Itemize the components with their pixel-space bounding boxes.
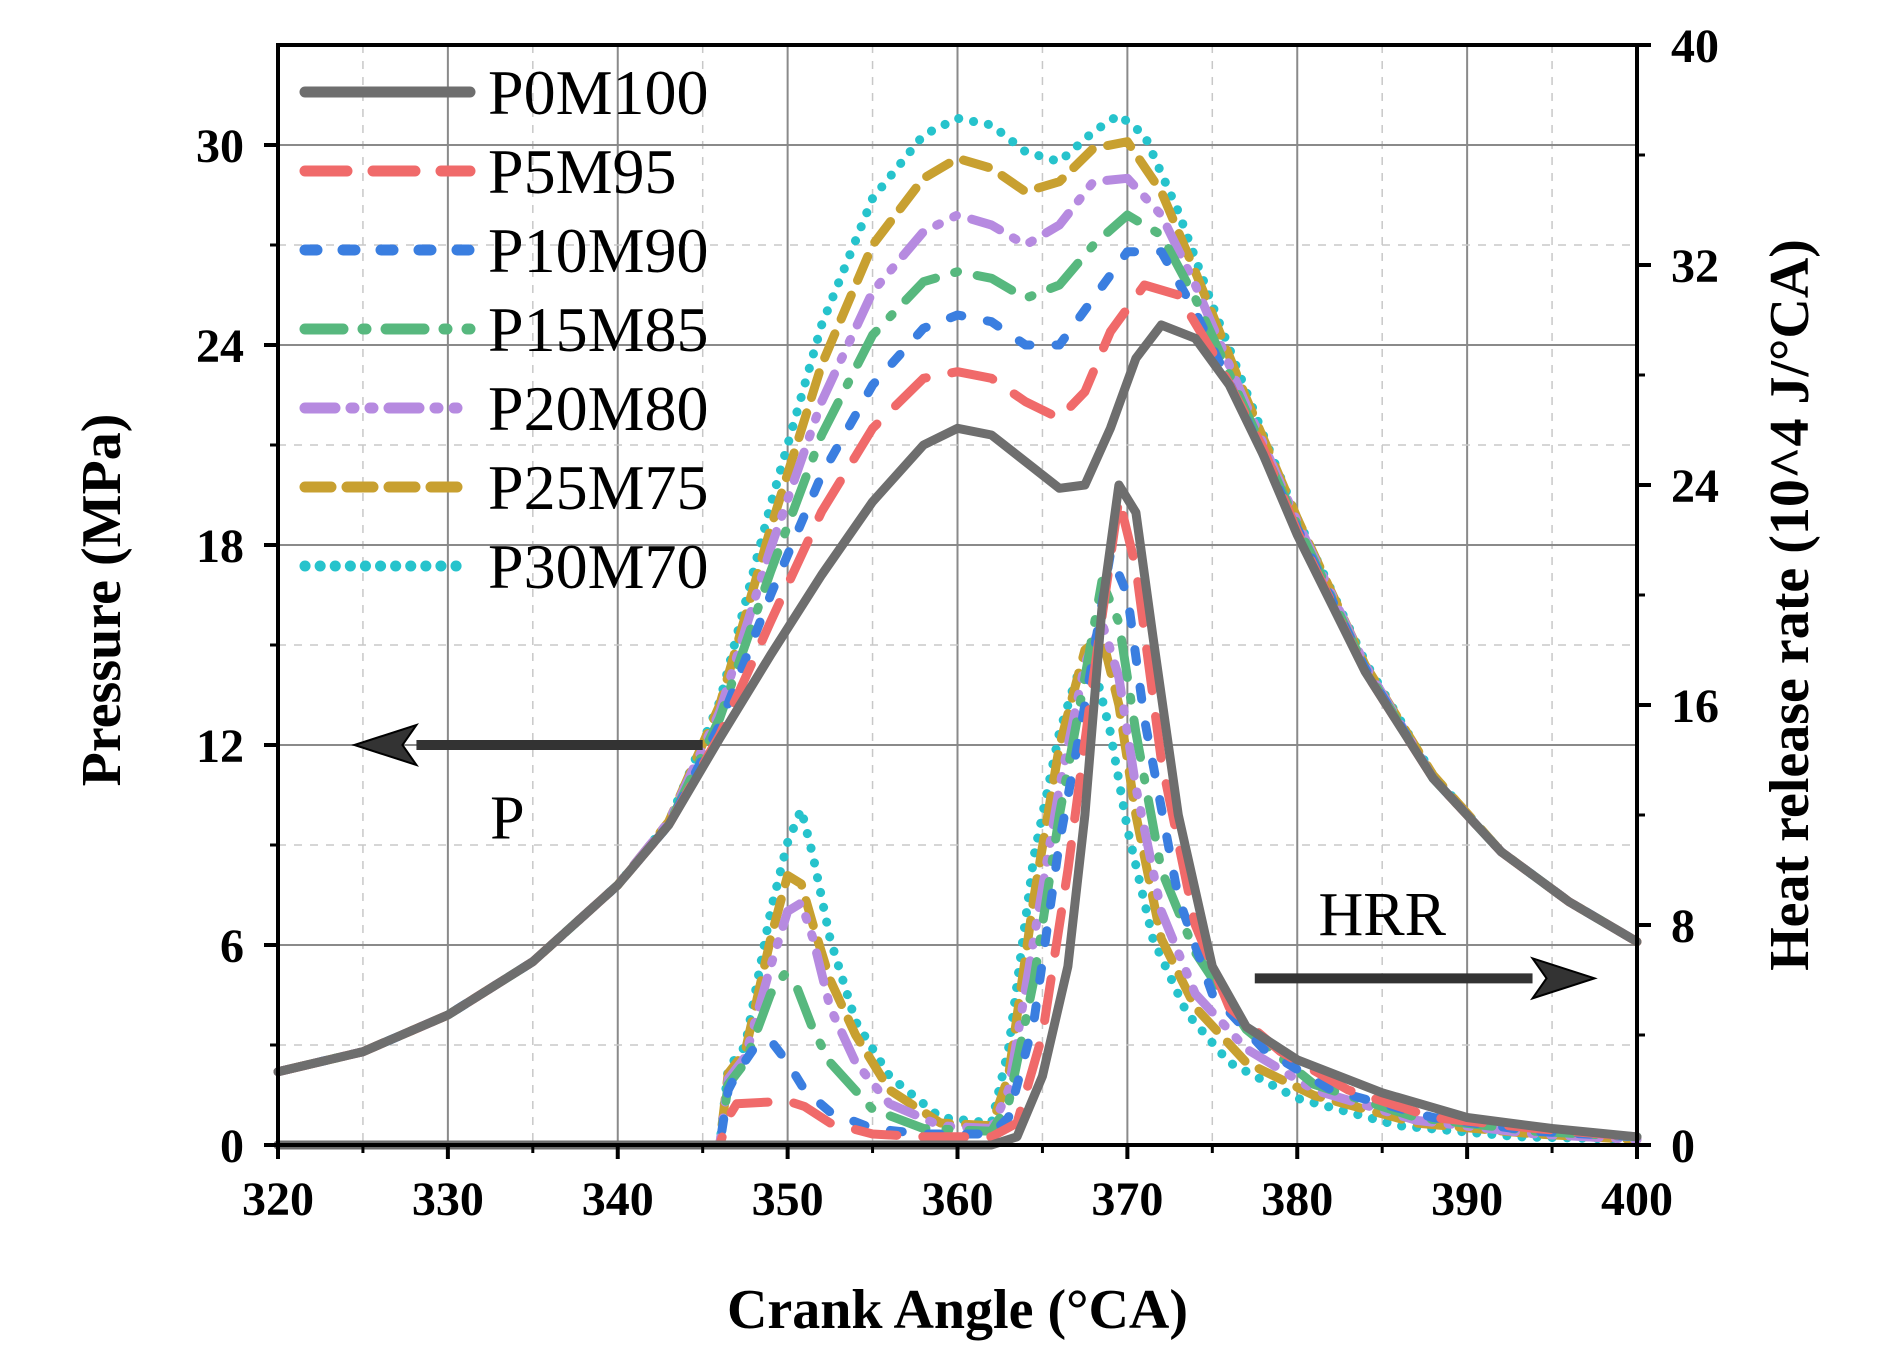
legend-label-p15m85: P15M85 — [488, 294, 709, 365]
pressure-line-p0m100 — [273, 320, 1642, 1077]
y2-tick-label: 40 — [1671, 20, 1719, 73]
hrr-line-p10m90 — [273, 549, 1642, 1150]
legend-label-p30m70: P30M70 — [488, 531, 709, 602]
hrr-line-p20m80 — [273, 618, 1642, 1150]
x-tick-label: 380 — [1261, 1173, 1333, 1226]
y-tick-label: 30 — [196, 120, 244, 173]
legend-label-p0m100: P0M100 — [488, 57, 709, 128]
y2-tick-label: 24 — [1671, 460, 1719, 513]
series-p0m100 — [273, 320, 1642, 1150]
hrr-line-p25m75 — [273, 631, 1642, 1150]
x-tick-label: 360 — [922, 1173, 994, 1226]
x-tick-label: 330 — [412, 1173, 484, 1226]
series-group — [273, 110, 1642, 1150]
y2-tick-label: 8 — [1671, 900, 1695, 953]
legend-label-p25m75: P25M75 — [488, 452, 709, 523]
y-tick-label: 24 — [196, 320, 244, 373]
annotations: P HRR — [351, 723, 1598, 1001]
hrr-line-p15m85 — [273, 576, 1642, 1150]
x-axis-title: Crank Angle (°CA) — [727, 1279, 1188, 1341]
annotation-label-2: HRR — [1318, 881, 1446, 949]
x-tick-label: 400 — [1601, 1173, 1673, 1226]
legend-label-p20m80: P20M80 — [488, 373, 709, 444]
series-p10m90 — [273, 247, 1642, 1150]
legend-label-p5m95: P5M95 — [488, 136, 677, 207]
annotation-arrowhead-2 — [1530, 956, 1598, 1001]
y-tick-label: 12 — [196, 720, 244, 773]
y-tick-label: 18 — [196, 520, 244, 573]
x-tick-label: 320 — [242, 1173, 314, 1226]
y-axis-title: Pressure (MPa) — [71, 414, 133, 787]
hrr-line-p0m100 — [273, 480, 1642, 1150]
annotation-label-1: P — [490, 784, 524, 852]
annotation-arrowhead-1 — [351, 723, 419, 767]
legend-label-p10m90: P10M90 — [488, 215, 709, 286]
x-tick-label: 370 — [1091, 1173, 1163, 1226]
axes: 320 330 340 350 360 370 380 390 4000612182430081… — [196, 20, 1719, 1226]
legend: P0M100 P5M95 P10M90 P15M85 P20M80 P25M75 P30M7… — [299, 57, 709, 602]
y-tick-label: 6 — [220, 920, 244, 973]
x-tick-label: 390 — [1431, 1173, 1503, 1226]
y-tick-label: 0 — [220, 1120, 244, 1173]
y2-tick-label: 0 — [1671, 1120, 1695, 1173]
y2-axis-title: Heat release rate (10^4 J/°CA) — [1759, 239, 1821, 971]
y2-tick-label: 16 — [1671, 680, 1719, 733]
y2-tick-label: 32 — [1671, 240, 1719, 293]
x-tick-label: 350 — [752, 1173, 824, 1226]
grid — [278, 45, 1637, 1145]
x-tick-label: 340 — [582, 1173, 654, 1226]
